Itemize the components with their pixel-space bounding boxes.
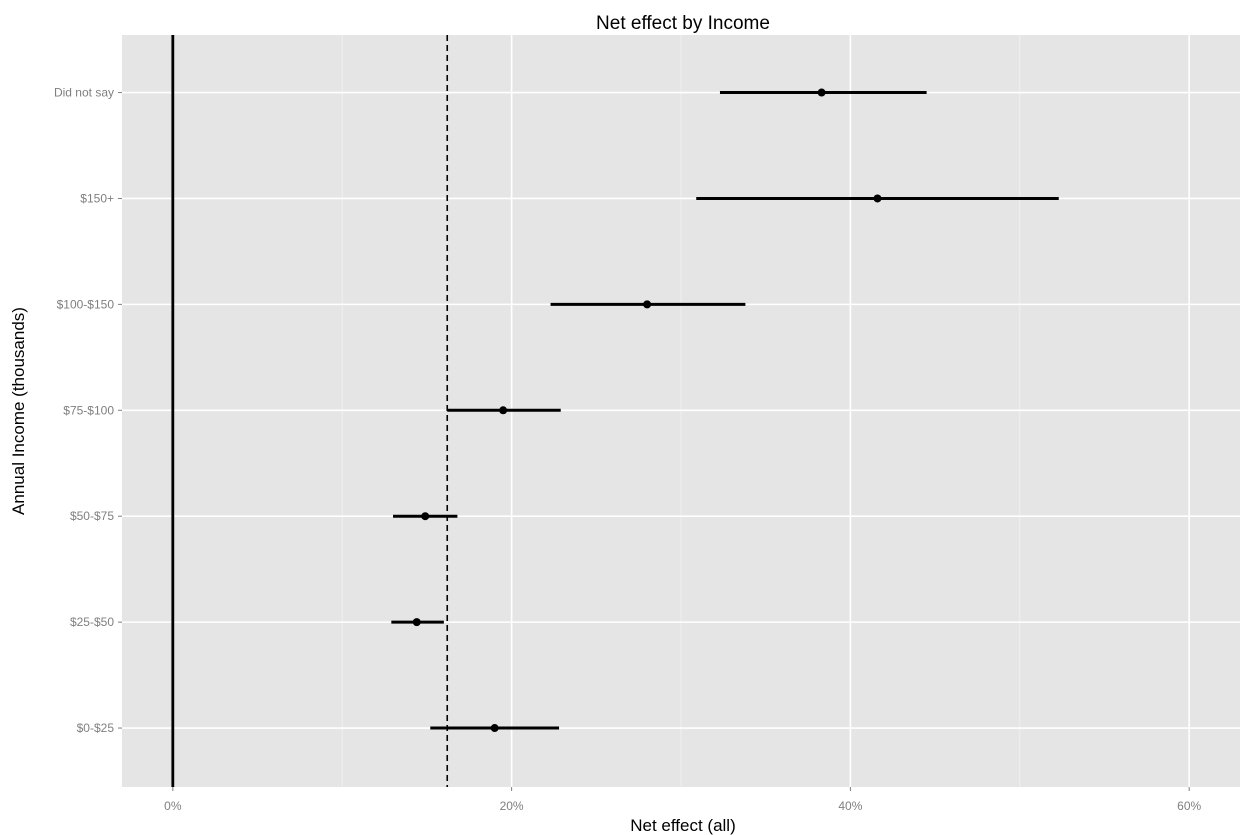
y-tick-label: Did not say [54, 86, 114, 100]
y-tick-label: $75-$100 [63, 403, 114, 417]
major-gridlines [122, 35, 1240, 787]
y-tick-label: $50-$75 [70, 509, 114, 523]
chart-title: Net effect by Income [596, 13, 770, 34]
x-tick-label: 0% [164, 799, 182, 813]
y-tick-label: $150+ [80, 191, 114, 205]
y-tick-label: $25-$50 [70, 615, 114, 629]
x-axis-title: Net effect (all) [630, 816, 736, 835]
data-point [421, 512, 430, 521]
y-tick-label: $100-$150 [57, 297, 115, 311]
x-tick-label: 40% [838, 799, 862, 813]
data-point [412, 618, 421, 627]
x-axis-ticks: 0% 20% 40% 60% [164, 787, 1202, 813]
data-point [499, 406, 508, 415]
data-point [873, 194, 882, 203]
estimate-points [412, 88, 882, 733]
data-point [643, 300, 652, 309]
x-tick-label: 60% [1177, 799, 1201, 813]
data-point [490, 724, 499, 733]
y-tick-label: $0-$25 [77, 721, 115, 735]
y-axis-title: Annual Income (thousands) [9, 307, 28, 515]
x-tick-label: 20% [500, 799, 524, 813]
data-point [817, 88, 826, 97]
reference-lines [171, 35, 449, 787]
y-axis-ticks: $0-$25 $25-$50 $50-$75 $75-$100 $100-$150 $15… [54, 86, 122, 735]
